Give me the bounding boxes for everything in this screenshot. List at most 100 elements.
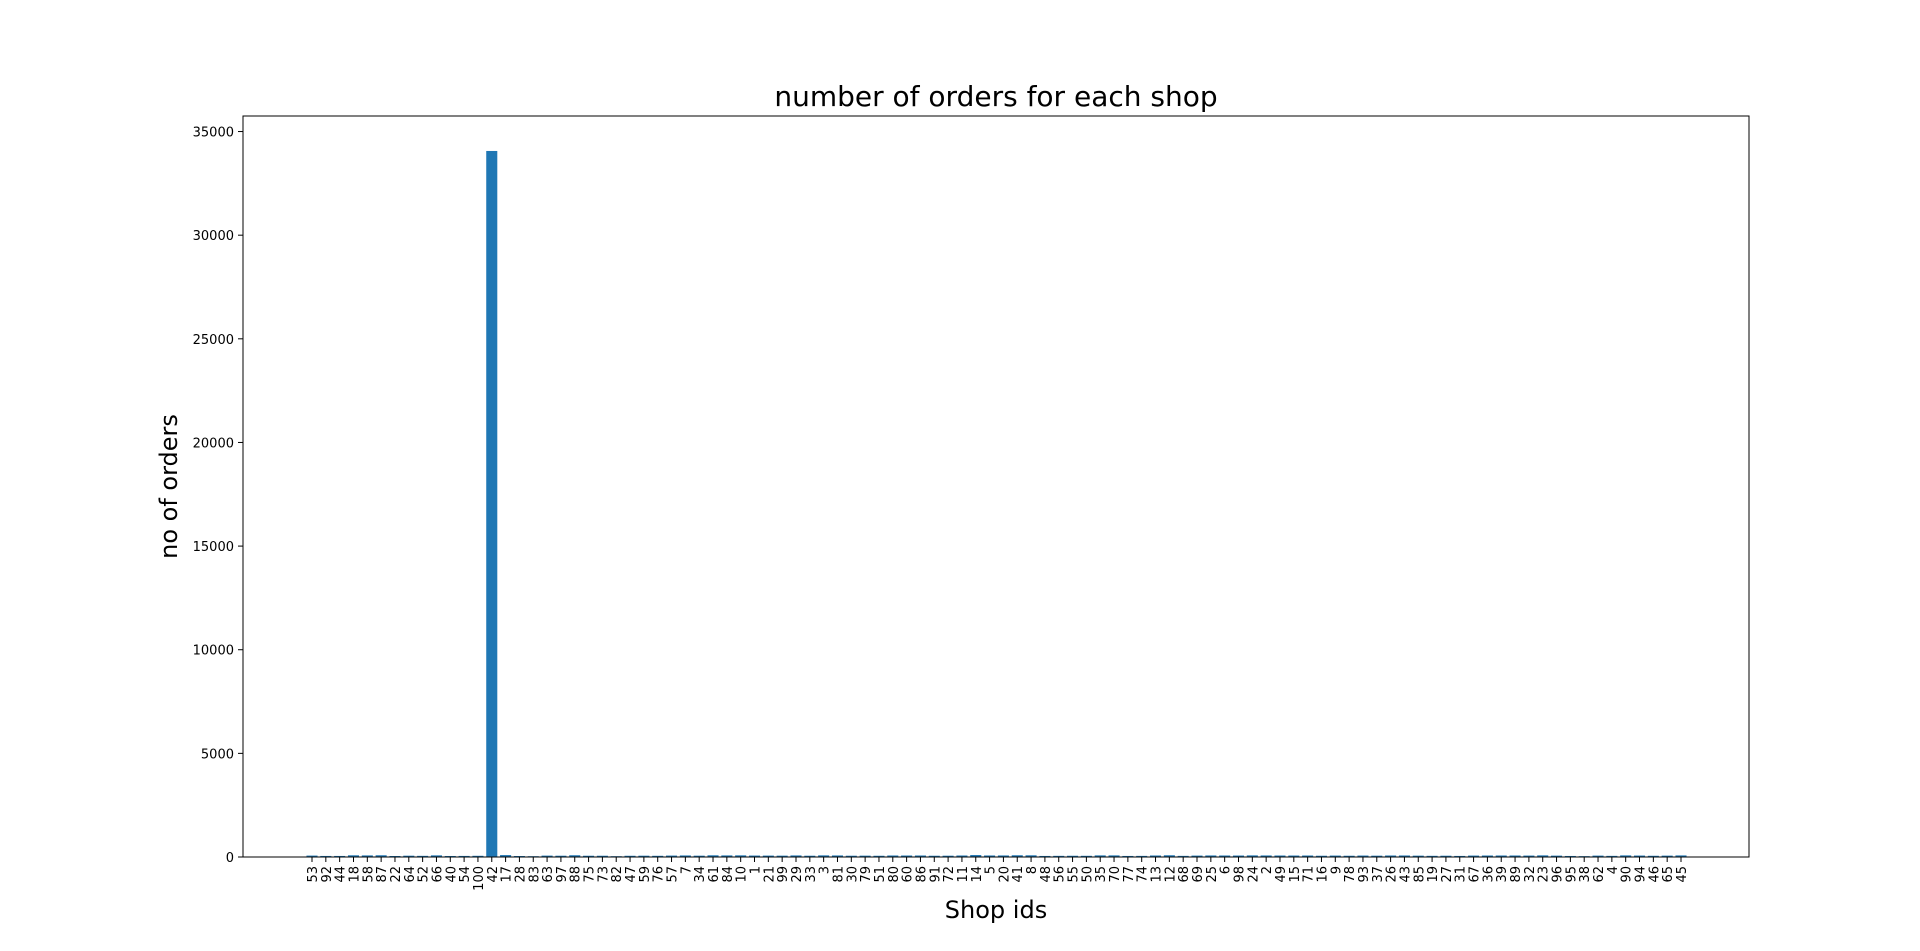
x-tick-label: 23: [1537, 866, 1552, 883]
bar-shop-89: [1509, 855, 1521, 857]
x-tick-label: 64: [403, 866, 418, 883]
y-tick-label: 0: [226, 851, 234, 866]
x-tick-label: 87: [375, 866, 390, 883]
bar-shop-95: [1564, 855, 1576, 857]
x-tick-label: 24: [1246, 866, 1261, 883]
x-tick-label: 28: [513, 866, 528, 883]
bars-group: [306, 150, 1687, 857]
x-tick-label: 16: [1315, 866, 1330, 883]
x-tick-label: 50: [1080, 866, 1095, 883]
x-tick-label: 9: [1329, 866, 1344, 874]
bar-shop-59: [638, 855, 650, 857]
x-tick-label: 57: [666, 866, 681, 883]
bar-shop-14: [970, 855, 982, 857]
x-tick-label: 91: [928, 866, 943, 883]
bar-shop-11: [956, 855, 968, 857]
bar-shop-56: [1053, 855, 1065, 857]
bar-shop-1: [748, 855, 761, 857]
bar-shop-96: [1551, 855, 1563, 857]
x-tick-label: 74: [1136, 866, 1151, 883]
x-tick-label: 88: [569, 866, 584, 883]
x-ticks-group: 5392441858872264526640541004217288363978…: [306, 857, 1690, 891]
x-tick-label: 78: [1343, 866, 1358, 883]
y-ticks-group: 0 5000 10000 15000 20000 25000 30000 35000: [193, 126, 243, 866]
x-tick-label: 18: [347, 866, 362, 883]
bar-shop-33: [804, 855, 816, 857]
x-tick-label: 61: [707, 866, 722, 883]
bar-shop-55: [1067, 855, 1079, 857]
x-tick-label: 36: [1481, 866, 1496, 883]
x-tick-label: 56: [1053, 866, 1068, 883]
bar-shop-27: [1440, 855, 1452, 857]
bar-shop-50: [1080, 855, 1092, 857]
x-tick-label: 29: [790, 866, 805, 883]
x-tick-label: 81: [831, 866, 846, 883]
bar-shop-21: [762, 855, 774, 857]
bar-shop-10: [735, 855, 747, 857]
x-tick-label: 75: [583, 866, 598, 883]
bar-shop-77: [1122, 855, 1134, 857]
bar-shop-60: [901, 855, 913, 857]
bar-shop-78: [1343, 855, 1355, 857]
y-tick-label: 30000: [193, 229, 234, 244]
x-tick-label: 55: [1067, 866, 1082, 883]
y-tick-label: 5000: [201, 747, 234, 762]
x-tick-label: 22: [389, 866, 404, 883]
bar-shop-97: [555, 855, 567, 857]
x-tick-label: 52: [417, 866, 432, 883]
bar-shop-71: [1302, 855, 1314, 857]
x-tick-label: 38: [1578, 866, 1593, 883]
bar-shop-12: [1163, 855, 1175, 857]
x-tick-label: 17: [500, 866, 515, 883]
bar-shop-19: [1426, 855, 1438, 857]
bar-shop-25: [1205, 855, 1217, 857]
bar-shop-72: [942, 855, 954, 857]
bar-shop-35: [1094, 855, 1106, 857]
x-tick-label: 46: [1647, 866, 1662, 883]
x-tick-label: 4: [1606, 866, 1621, 874]
bar-shop-3: [818, 855, 830, 857]
x-tick-label: 62: [1592, 866, 1607, 883]
x-tick-label: 79: [859, 866, 874, 883]
x-tick-label: 65: [1661, 866, 1676, 883]
x-tick-label: 76: [652, 866, 667, 883]
x-tick-label: 97: [555, 866, 570, 883]
x-tick-label: 54: [458, 866, 473, 883]
bar-shop-6: [1219, 855, 1231, 857]
x-tick-label: 12: [1163, 866, 1178, 883]
x-tick-label: 7: [679, 866, 694, 874]
bar-shop-24: [1246, 855, 1258, 857]
bar-shop-18: [347, 855, 360, 857]
x-tick-label: 94: [1634, 866, 1649, 883]
x-tick-label: 49: [1274, 866, 1289, 883]
x-tick-label: 67: [1468, 866, 1483, 883]
bar-shop-69: [1191, 855, 1203, 857]
bar-shop-42: [486, 150, 498, 857]
x-tick-label: 34: [693, 866, 708, 883]
bar-shop-26: [1385, 855, 1397, 857]
bar-shop-43: [1398, 855, 1410, 857]
x-axis-label: Shop ids: [945, 896, 1047, 924]
x-tick-label: 42: [486, 866, 501, 883]
bar-shop-40: [444, 855, 456, 857]
bar-shop-16: [1315, 855, 1327, 857]
bar-shop-94: [1633, 855, 1646, 857]
bar-shop-58: [361, 855, 373, 857]
bar-shop-30: [845, 855, 857, 857]
bar-shop-90: [1620, 855, 1632, 857]
x-tick-label: 30: [845, 866, 860, 883]
y-tick-label: 35000: [193, 126, 234, 141]
y-tick-label: 25000: [193, 333, 234, 348]
x-tick-label: 35: [1094, 866, 1109, 883]
x-tick-label: 69: [1191, 866, 1206, 883]
bar-shop-46: [1647, 855, 1659, 857]
x-tick-label: 59: [638, 866, 653, 883]
bar-shop-76: [652, 855, 664, 857]
bar-shop-17: [500, 855, 512, 857]
x-tick-label: 25: [1205, 866, 1220, 883]
bar-shop-31: [1454, 855, 1466, 857]
x-tick-label: 37: [1371, 866, 1386, 883]
x-tick-label: 21: [762, 866, 777, 883]
bar-shop-74: [1136, 855, 1148, 857]
